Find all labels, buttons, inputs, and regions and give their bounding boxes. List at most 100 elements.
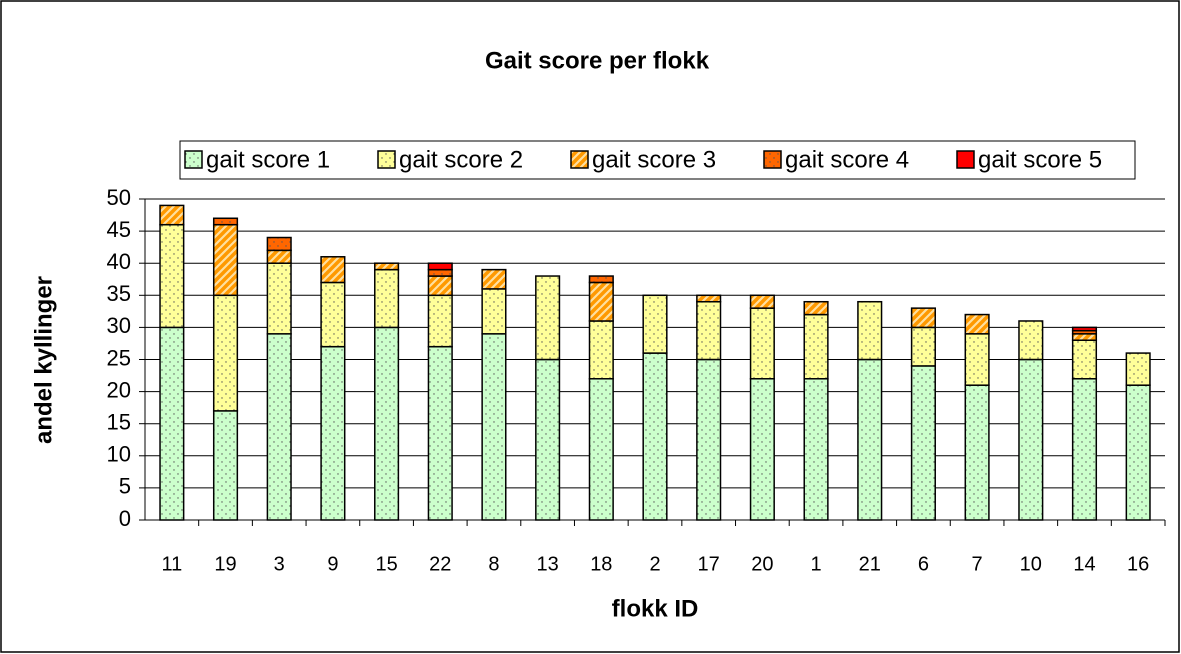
legend-swatch <box>184 150 203 169</box>
bar-segment <box>320 256 346 284</box>
bar-segment <box>427 345 453 521</box>
bar-segment <box>212 294 239 412</box>
y-tick-label: 35 <box>107 281 131 306</box>
bar-segment <box>427 294 453 348</box>
bar-segment <box>588 281 614 322</box>
bar-segment <box>1018 358 1044 521</box>
legend-label: gait score 4 <box>785 146 909 173</box>
x-tick-label: 14 <box>1073 553 1095 575</box>
x-tick-label: 21 <box>859 553 881 575</box>
bar-segment <box>212 223 239 297</box>
y-tick-label: 50 <box>107 185 131 210</box>
bar-segment <box>159 223 185 329</box>
y-tick-label: 45 <box>107 217 131 242</box>
bar-segment <box>159 204 185 226</box>
bar-segment <box>642 352 668 521</box>
x-tick-label: 18 <box>590 553 612 575</box>
x-tick-label: 9 <box>327 553 338 575</box>
bar-segment <box>1071 378 1098 521</box>
x-tick-label: 20 <box>751 553 773 575</box>
x-tick-label: 11 <box>161 553 182 575</box>
bar-segment <box>1071 326 1098 332</box>
bar-segment <box>749 294 775 309</box>
y-tick-label: 30 <box>107 313 131 338</box>
y-axis-label: andel kyllinger <box>30 276 57 444</box>
bar-segment <box>266 262 292 335</box>
bar-segment <box>1071 333 1098 341</box>
legend-box <box>179 140 1136 180</box>
bar-segment <box>749 378 775 521</box>
x-tick-label: 17 <box>698 553 720 575</box>
bar-segment <box>481 288 507 335</box>
bar-segment <box>803 313 829 380</box>
y-tick-label: 40 <box>107 249 131 274</box>
x-tick-label: 7 <box>972 553 983 575</box>
bar-segment <box>427 275 453 297</box>
bar-segment <box>266 333 292 521</box>
x-tick-label: 15 <box>375 553 397 575</box>
bar-segment <box>374 326 400 521</box>
bar-segment <box>535 358 561 521</box>
legend-label: gait score 3 <box>592 146 716 173</box>
y-tick-label: 15 <box>107 410 131 435</box>
x-tick-label: 3 <box>274 553 285 575</box>
y-tick-label: 0 <box>119 506 131 531</box>
legend-swatch <box>377 150 396 169</box>
x-tick-label: 10 <box>1020 553 1042 575</box>
bar-segment <box>642 294 668 354</box>
bar-segment <box>588 320 614 380</box>
bar-segment <box>374 262 400 271</box>
bar-segment <box>535 275 561 361</box>
bar-segment <box>588 378 614 521</box>
bar-segment <box>857 358 883 521</box>
bar-segment <box>803 378 829 521</box>
bar-segment <box>481 268 507 290</box>
bar-segment <box>320 345 346 521</box>
legend-label: gait score 1 <box>206 146 330 173</box>
x-tick-label: 8 <box>488 553 499 575</box>
bar-segment <box>964 333 990 386</box>
bar-segment <box>159 326 185 521</box>
bar-segment <box>964 313 990 335</box>
legend-label: gait score 5 <box>978 146 1102 173</box>
legend-swatch <box>956 150 975 169</box>
y-tick-label: 20 <box>107 377 131 402</box>
x-tick-label: 1 <box>810 553 821 575</box>
bar-segment <box>803 300 829 316</box>
bar-segment <box>320 281 346 348</box>
bar-segment <box>910 326 936 367</box>
bar-segment <box>910 365 936 521</box>
bar-segment <box>857 300 883 361</box>
bar-segment <box>481 333 507 521</box>
bar-segment <box>749 307 775 380</box>
bar-segment <box>1018 320 1044 361</box>
x-tick-label: 19 <box>214 553 236 575</box>
x-axis-label: flokk ID <box>612 595 699 622</box>
bar-segment <box>964 384 990 521</box>
x-tick-label: 2 <box>649 553 660 575</box>
bar-segment <box>427 268 453 277</box>
x-tick-label: 16 <box>1127 553 1149 575</box>
x-tick-label: 22 <box>429 553 451 575</box>
bar-segment <box>266 236 292 252</box>
legend-swatch <box>570 150 589 169</box>
bar-segment <box>1071 339 1098 380</box>
legend-label: gait score 2 <box>399 146 523 173</box>
bar-segment <box>588 275 614 284</box>
bar-segment <box>1125 352 1151 386</box>
y-tick-label: 10 <box>107 442 131 467</box>
x-tick-label: 6 <box>918 553 929 575</box>
chart-title: Gait score per flokk <box>485 47 710 74</box>
x-tick-label: 13 <box>537 553 559 575</box>
bar-segment <box>212 410 239 521</box>
legend-swatch <box>763 150 782 169</box>
bar-segment <box>374 268 400 329</box>
bar-segment <box>696 294 722 303</box>
bar-segment <box>696 358 722 521</box>
bar-segment <box>696 300 722 361</box>
bar-segment <box>427 262 453 271</box>
bar-segment <box>1125 384 1151 521</box>
bar-segment <box>910 307 936 329</box>
bar-segment <box>212 217 239 226</box>
